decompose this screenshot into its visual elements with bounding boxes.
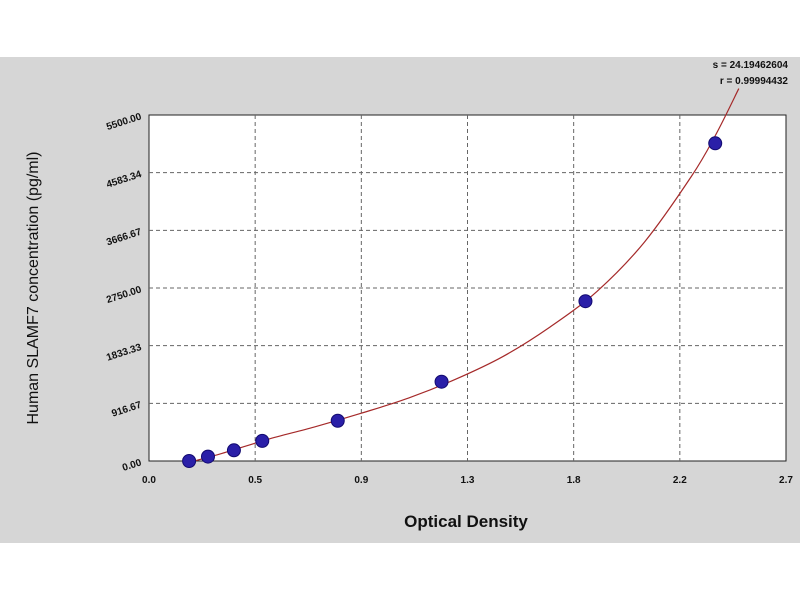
data-point xyxy=(434,374,449,389)
x-tick-label: 2.7 xyxy=(779,475,793,486)
x-tick-label: 0.9 xyxy=(354,475,368,486)
y-tick-label: 3666.67 xyxy=(105,227,143,249)
y-axis-label: Human SLAMF7 concentration (pg/ml) xyxy=(25,151,42,425)
y-tick-label: 5500.00 xyxy=(105,111,143,133)
data-point xyxy=(578,294,593,309)
fit-curve xyxy=(191,88,740,461)
y-tick-label: 2750.00 xyxy=(105,284,143,306)
x-tick-label: 1.8 xyxy=(567,475,581,486)
x-tick-label: 0.5 xyxy=(248,475,262,486)
s-statistic: s = 24.19462604 xyxy=(712,60,788,71)
data-point xyxy=(182,454,197,468)
data-point xyxy=(708,136,723,151)
r-statistic: r = 0.99994432 xyxy=(719,76,788,87)
x-tick-label: 2.2 xyxy=(673,475,687,486)
x-axis-label: Optical Density xyxy=(404,512,528,531)
y-tick-label: 0.00 xyxy=(121,457,143,474)
x-tick-label: 0.0 xyxy=(142,475,156,486)
y-tick-label: 916.67 xyxy=(110,400,143,420)
fit-statistics: s = 24.19462604 r = 0.99994432 xyxy=(713,58,788,90)
data-point xyxy=(226,443,241,458)
y-tick-label: 4583.34 xyxy=(105,169,143,191)
data-point xyxy=(330,413,345,428)
x-tick-label: 1.3 xyxy=(461,475,475,486)
data-point xyxy=(255,433,270,448)
y-tick-label: 1833.33 xyxy=(105,342,143,364)
data-point xyxy=(200,449,215,464)
